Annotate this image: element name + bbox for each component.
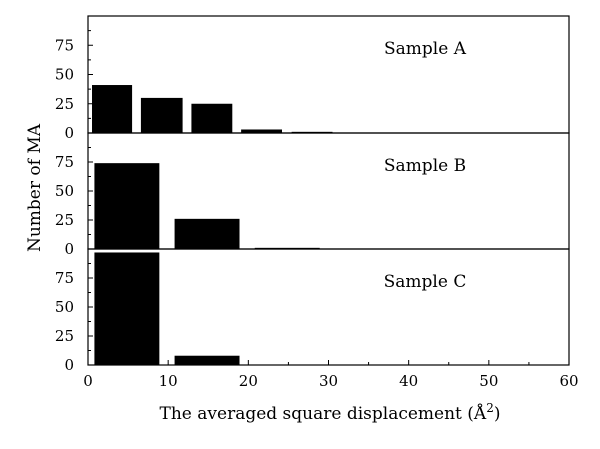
x-tick-label: 20 xyxy=(239,372,258,390)
y-axis-title: Number of MA xyxy=(25,123,45,252)
x-tick-label: 60 xyxy=(559,372,578,390)
x-axis-title: The averaged square displacement (Å2) xyxy=(160,401,501,424)
panel-label: Sample A xyxy=(384,39,467,59)
y-tick-label: 0 xyxy=(64,124,74,142)
panel-label: Sample B xyxy=(384,156,466,176)
panel-frame xyxy=(87,132,570,250)
bar xyxy=(94,163,160,249)
panel-label: Sample C xyxy=(384,272,467,292)
x-tick-label: 50 xyxy=(479,372,498,390)
bar xyxy=(174,218,240,249)
y-tick-label: 25 xyxy=(55,211,74,229)
y-tick-label: 75 xyxy=(55,153,74,171)
x-tick-label: 0 xyxy=(83,372,93,390)
bar xyxy=(92,85,133,133)
panel-1: 0 25 50 75 Sample A xyxy=(55,15,570,142)
y-tick-label: 75 xyxy=(55,36,74,54)
bar xyxy=(140,97,183,133)
y-tick-label: 0 xyxy=(64,356,74,374)
x-axis-title-close: ) xyxy=(494,404,501,424)
y-tick-label: 25 xyxy=(55,95,74,113)
y-tick-label: 50 xyxy=(55,182,74,200)
y-tick-label: 50 xyxy=(55,298,74,316)
panel-frame xyxy=(87,248,570,366)
x-axis-title-text: The averaged square displacement (Å xyxy=(160,403,487,424)
x-axis: 0 10 20 30 40 50 60 xyxy=(83,360,579,390)
panels-layer: 0 25 50 75 Sample A 0 25 50 75 Sample B 0 25 50 75 Sam… xyxy=(55,15,570,374)
bar xyxy=(241,129,283,133)
bar xyxy=(94,252,160,365)
y-tick-label: 25 xyxy=(55,327,74,345)
panel-3: 0 25 50 75 Sample C xyxy=(55,248,570,374)
x-tick-label: 10 xyxy=(159,372,178,390)
bar xyxy=(174,355,240,365)
x-tick-label: 40 xyxy=(399,372,418,390)
panel-2: 0 25 50 75 Sample B xyxy=(55,132,570,258)
y-tick-label: 0 xyxy=(64,240,74,258)
y-tick-label: 50 xyxy=(55,66,74,84)
x-axis-title-superscript: 2 xyxy=(486,401,494,415)
y-tick-label: 75 xyxy=(55,269,74,287)
x-tick-label: 30 xyxy=(319,372,338,390)
bar xyxy=(191,103,233,133)
